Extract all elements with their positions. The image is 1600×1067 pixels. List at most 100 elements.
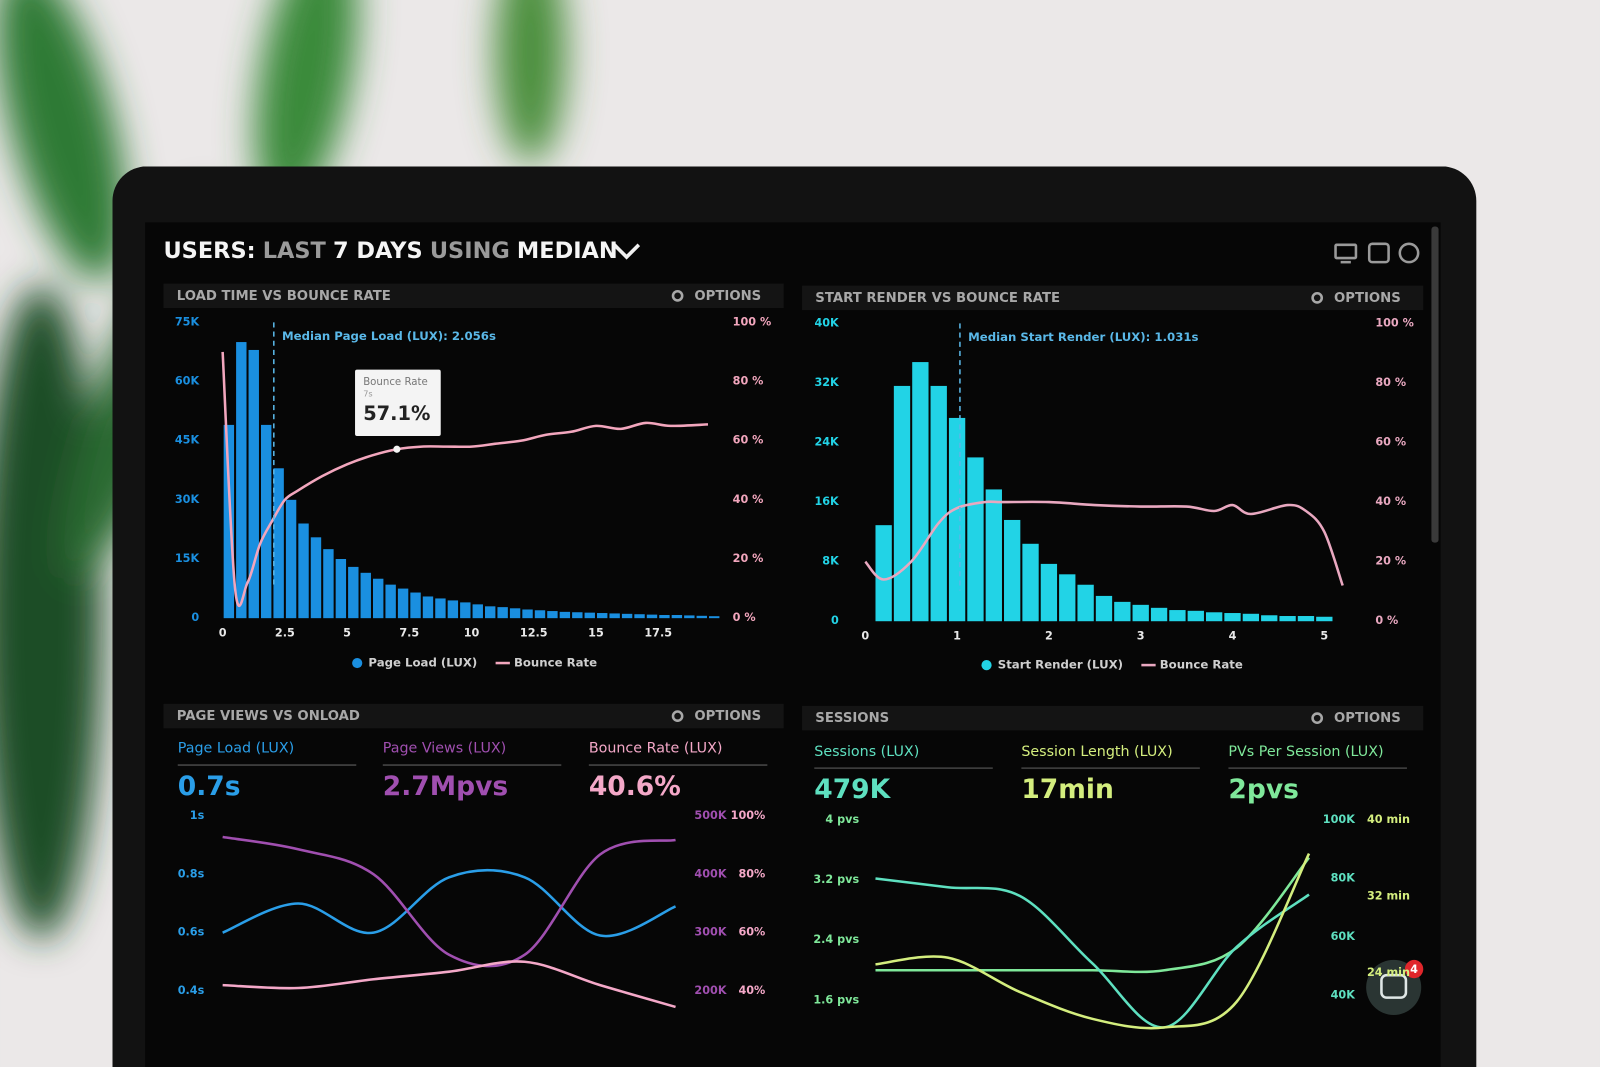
chat-button[interactable]: 4 [1366,959,1424,1015]
legend-swatch [352,657,363,669]
histogram-bar [360,572,371,619]
dashboard-title[interactable]: USERS: LAST 7 DAYS USING MEDIAN [163,237,617,263]
series-line [221,351,709,607]
median-label: Median Page Load (LUX): 2.056s [282,329,496,343]
metric-value: 40.6% [589,771,681,802]
histogram-bar [893,385,911,622]
histogram-bar [298,523,309,619]
legend-label: Bounce Rate [1160,658,1243,672]
y-tick-label: 75K [175,315,201,328]
x-tick-label: 5 [343,626,351,639]
histogram-bar [410,592,421,619]
metric-label: Sessions (LUX) [814,744,919,760]
x-tick-label: 0 [219,626,227,639]
histogram-bar [223,424,235,619]
x-tick-label: 10 [464,626,480,639]
y3-tick-label: 100% [731,809,766,822]
y2-tick-label: 20 % [733,552,764,565]
help-icon[interactable] [1398,242,1420,264]
histogram-bar [1095,595,1113,622]
histogram-bar [485,606,496,619]
x-tick-label: 7.5 [399,626,419,639]
y-tick-label: 60K [175,375,201,388]
options-button[interactable]: OPTIONS [694,289,761,304]
y2-tick-label: 0 % [733,611,756,624]
options-icon [1311,291,1324,304]
y2-tick-label: 400K [694,867,727,880]
median-label: Median Start Render (LUX): 1.031s [968,330,1198,344]
histogram-bar [671,615,683,619]
title-part: 7 DAYS [333,237,423,263]
histogram-bar [372,578,384,619]
metric-label: Bounce Rate (LUX) [589,741,723,757]
histogram-bar [310,537,322,619]
metric-value: 479K [814,774,891,805]
histogram-bar [1187,610,1204,622]
display-icon[interactable] [1334,243,1358,260]
options-button[interactable]: OPTIONS [1334,711,1401,726]
series-line [864,500,1344,586]
histogram-bar [1022,543,1039,622]
histogram-bar [1261,615,1278,622]
histogram-bar [385,584,396,619]
histogram-bar [621,613,633,619]
legend-swatch [981,659,992,671]
legend-label: Bounce Rate [514,656,597,670]
histogram-bar [948,417,966,622]
x-tick-label: 2 [1045,630,1053,643]
y2-tick-label: 0 % [1375,614,1398,627]
histogram-bar [584,612,595,619]
histogram-bar [1279,616,1296,622]
panel-header [802,705,1424,731]
panel-header [802,285,1424,311]
y3-tick-label: 32 min [1367,890,1410,903]
histogram-bar [248,349,259,619]
y3-tick-label: 60% [738,926,765,939]
panel-header [163,703,784,729]
y-tick-label: 15K [175,552,201,565]
histogram-bar [534,610,546,619]
share-icon[interactable] [1367,242,1390,264]
y3-tick-label: 40% [738,984,765,997]
x-tick-label: 17.5 [644,626,672,639]
y-tick-label: 8K [822,555,840,568]
histogram-bar [522,609,533,619]
histogram-bar [967,457,984,622]
y-tick-label: 45K [175,434,201,447]
y-tick-label: 3.2 pvs [813,873,859,886]
legend-label: Start Render (LUX) [998,658,1123,672]
histogram-bar [646,614,658,619]
histogram-bar [875,525,892,622]
histogram-bar [447,600,459,619]
y-tick-label: 32K [814,376,840,389]
options-button[interactable]: OPTIONS [694,709,761,724]
options-button[interactable]: OPTIONS [1334,291,1401,306]
histogram-bar [559,611,571,619]
histogram-bar [659,615,670,619]
histogram-bar [1132,604,1149,622]
options-icon [671,710,684,722]
histogram-bar [460,602,471,619]
title-part: USING [430,237,510,263]
x-tick-label: 2.5 [275,626,295,639]
tooltip-point [393,445,401,453]
y-tick-label: 0 [831,614,839,627]
series-line [875,877,1310,1029]
x-tick-label: 5 [1320,630,1328,643]
histogram-bar [684,615,695,619]
histogram-bar [1059,574,1076,622]
charts: LOAD TIME VS BOUNCE RATE OPTIONS015K30K45… [163,283,1424,1030]
panel-title: LOAD TIME VS BOUNCE RATE [177,289,391,304]
histogram-bar [348,566,359,619]
histogram-bar [634,614,645,619]
y-tick-label: 16K [814,495,840,508]
y2-tick-label: 100 % [733,315,772,328]
series-line [875,853,1311,1030]
y2-tick-label: 100K [1323,813,1356,826]
dropdown-icon[interactable] [613,243,641,260]
y2-tick-label: 40 % [733,493,764,506]
metric-label: Page Views (LUX) [383,741,506,757]
histogram-bar [547,611,558,619]
scrollbar[interactable] [1431,226,1439,543]
